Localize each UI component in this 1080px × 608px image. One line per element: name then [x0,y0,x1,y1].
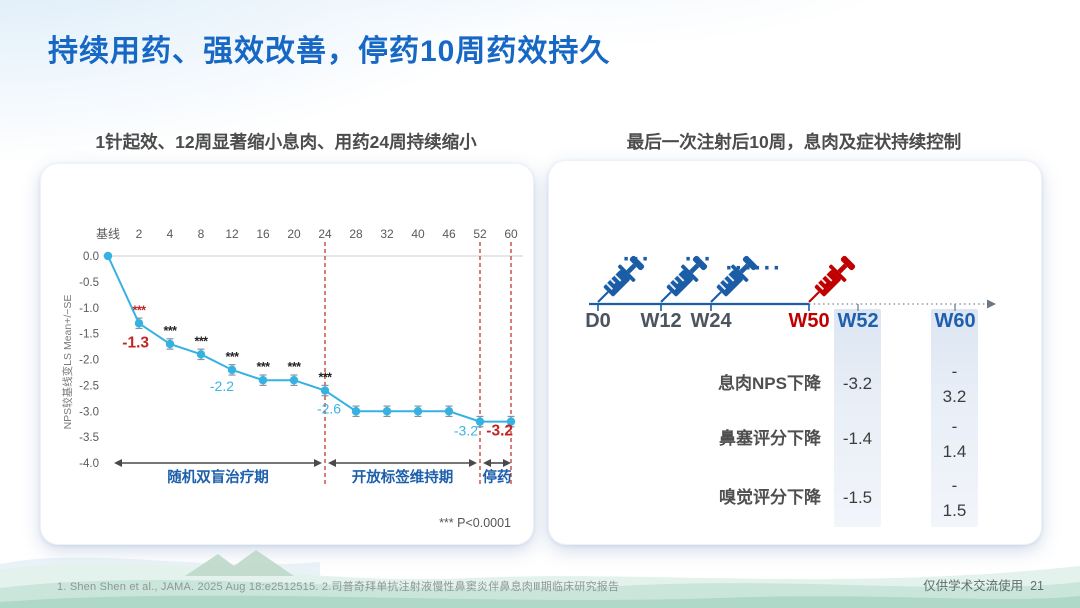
x-tick: 2 [136,227,143,241]
phase-label: 开放标签维持期 [352,468,454,486]
row-label: 息肉NPS下降 [718,374,821,393]
x-tick: 16 [256,227,270,241]
x-tick: 40 [411,227,425,241]
nps-series-line [107,255,511,423]
ellipsis-dots: ··· [685,246,713,273]
decorative-waves [0,550,1080,608]
disclaimer-text: 仅供学术交流使用 [923,579,1024,593]
y-tick: -2.0 [79,355,99,367]
row-label: 鼻塞评分下降 [719,429,821,448]
significance-footnote: *** P<0.0001 [439,516,511,530]
data-point [165,339,175,349]
right-panel-subtitle: 最后一次注射后10周，息肉及症状持续控制 [626,132,962,152]
significance-stars: *** [287,360,301,374]
x-tick: 28 [349,227,363,241]
arrowhead-icon [503,459,511,467]
w60-value: - 3.2 [942,362,967,406]
significance-stars: *** [163,324,177,338]
arrowhead-icon [483,459,491,467]
phase-label: 随机双盲治疗期 [167,468,269,486]
page-title: 持续用药、强效改善，停药10周药效持久 [48,35,611,68]
w52-value: -1.4 [842,429,873,448]
x-tick: 基线 [96,227,120,241]
syringe-icon [801,252,859,310]
nps-line-chart: NPS较基线变LS Mean+/−SE 0.0 -0.5 -1.0 -1.5 -2.0 -2… [61,227,523,486]
w52-value: -1.5 [842,488,873,507]
data-point [134,319,144,328]
x-tick: 46 [442,227,456,241]
timeline-label: W12 [640,310,681,332]
data-point [227,365,237,375]
data-point [382,407,392,416]
data-point [413,407,423,416]
x-tick: 52 [473,227,487,241]
x-tick: 12 [225,227,239,241]
y-tick: -3.5 [79,432,99,444]
footer-reference: 1. Shen Shen et al., JAMA. 2025 Aug 18:e… [57,581,620,593]
data-point [475,417,485,426]
ellipsis-dots: ······ [726,255,783,282]
significance-stars: *** [318,371,332,385]
arrowhead-icon [469,459,477,467]
y-axis-title: NPS较基线变LS Mean+/−SE [61,295,74,430]
x-tick: 60 [504,227,518,241]
left-panel-subtitle: 1针起效、12周显著缩小息肉、用药24周持续缩小 [95,132,477,152]
arrowhead-icon [314,459,322,467]
significance-stars: *** [194,334,208,348]
significance-stars: *** [225,350,239,364]
data-point [444,407,454,416]
footer-disclaimer: 仅供学术交流使用 21 [923,575,1044,594]
data-point [289,376,299,385]
y-tick: -4.0 [79,458,99,470]
data-point [258,376,268,385]
y-tick: -1.0 [79,303,99,315]
y-tick: -2.5 [79,380,99,392]
data-point [103,251,113,261]
x-tick: 8 [198,227,205,241]
w52-column-highlight [834,309,881,527]
page-number: 21 [1030,579,1044,593]
followup-panel: D0 W12 W24 W50 W52 W60 ··· ··· ······ 息肉NPS下降 -3… [548,160,1042,545]
timeline-arrowhead-icon [987,299,996,309]
row-label: 嗅觉评分下降 [719,488,821,507]
significance-stars: *** [132,303,146,317]
phase-label: 停药 [483,468,512,486]
x-tick: 32 [380,227,394,241]
data-point [351,407,361,416]
timeline-label: W60 [934,310,975,332]
data-point [506,417,516,426]
data-point [196,350,206,359]
w60-value: - 1.5 [942,476,967,520]
timeline-label: D0 [585,310,611,332]
ellipsis-dots: ··· [623,246,651,273]
y-tick: -1.5 [79,329,99,341]
point-value-label: -3.2 [454,423,478,439]
x-tick: 4 [167,227,174,241]
w60-column-highlight [931,309,978,527]
timeline-label: W24 [690,310,732,332]
x-tick: 24 [318,227,332,241]
arrowhead-icon [114,459,122,467]
timeline-label: W52 [837,310,878,332]
timeline-label: W50 [788,310,829,332]
y-tick: -0.5 [79,277,99,289]
x-tick: 20 [287,227,301,241]
point-value-label: -3.2 [486,423,513,440]
significance-stars: *** [256,360,270,374]
point-value-label: -1.3 [122,334,149,351]
data-point [320,386,330,395]
w60-value: - 1.4 [942,417,967,461]
dosing-timeline: D0 W12 W24 W50 W52 W60··· ··· ······ [585,246,996,332]
w52-value: -3.2 [842,374,873,393]
point-value-label: -2.6 [317,401,341,417]
arrowhead-icon [328,459,336,467]
table-row: 息肉NPS下降 -3.2 - 3.2 [549,362,1041,406]
y-tick: 0.0 [83,251,99,263]
table-row: 嗅觉评分下降 -1.5 - 1.5 [549,476,1041,520]
point-value-label: -2.2 [210,378,234,394]
table-row: 鼻塞评分下降 -1.4 - 1.4 [549,417,1041,461]
efficacy-chart-panel: NPS较基线变LS Mean+/−SE 0.0 -0.5 -1.0 -1.5 -2.0 -2… [40,163,534,545]
y-tick: -3.0 [79,406,99,418]
